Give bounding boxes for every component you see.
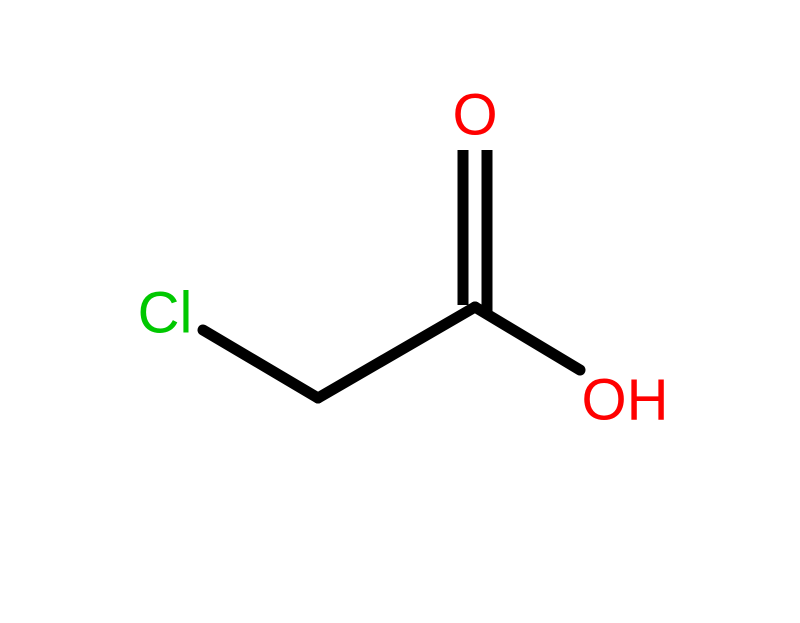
atom-label-o: O: [452, 82, 497, 149]
atom-label-oh: OH: [582, 367, 669, 434]
bond-c2-oh: [475, 307, 580, 370]
molecule-canvas: [0, 0, 800, 623]
bonds-group: [203, 150, 580, 398]
bond-c1-c2: [318, 307, 475, 398]
atom-label-cl: Cl: [138, 280, 193, 347]
bond-cl-c1: [203, 330, 318, 398]
